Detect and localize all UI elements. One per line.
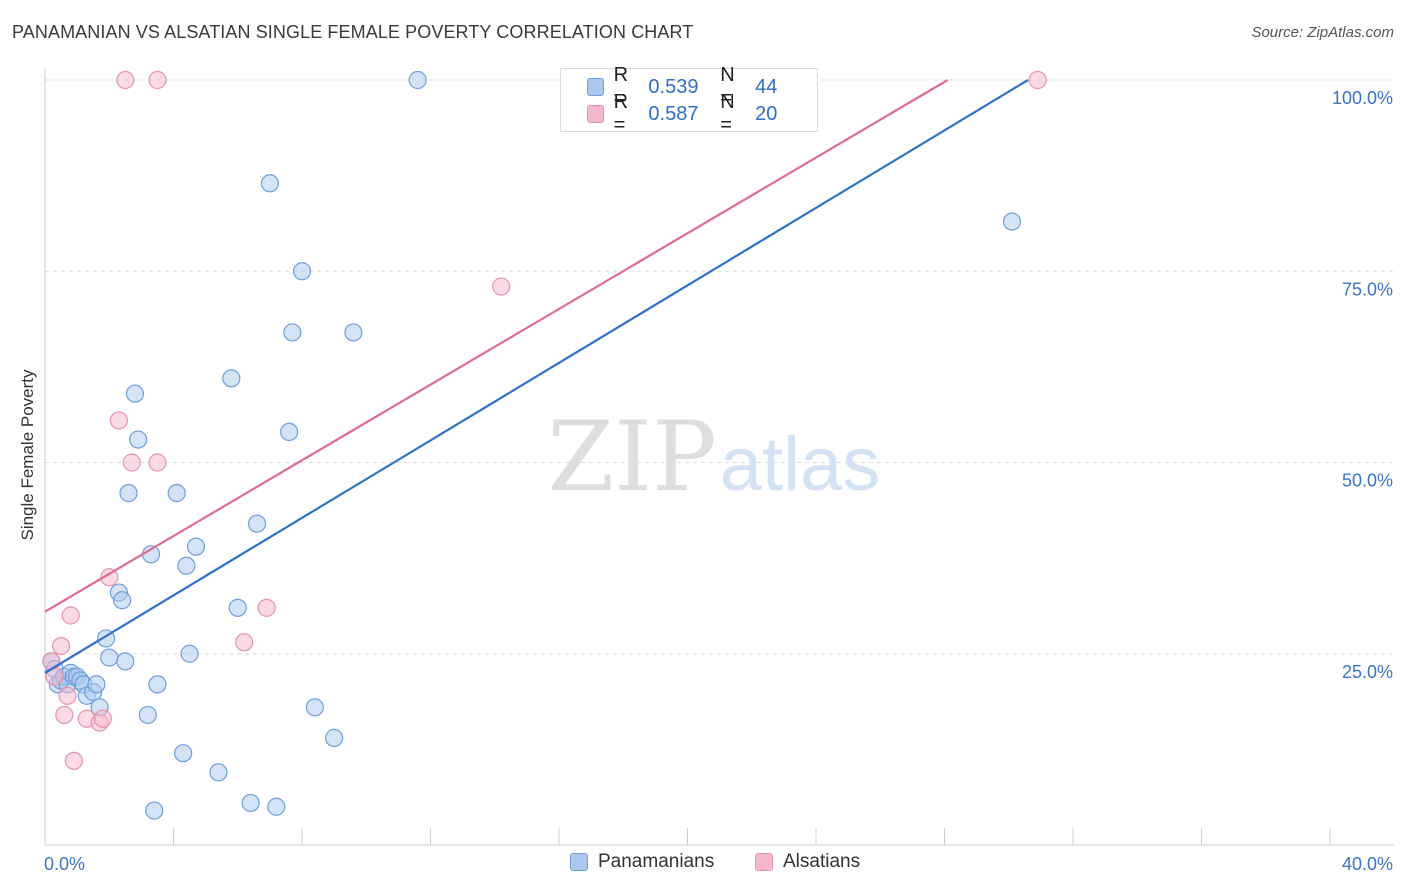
- gridlines: [45, 79, 1394, 655]
- data-point-alsatians: [492, 277, 511, 296]
- legend-n-value: 44: [755, 75, 778, 98]
- data-point-panamanians: [283, 323, 302, 342]
- data-point-alsatians: [235, 633, 254, 652]
- legend-n-label: N =: [720, 64, 735, 109]
- data-point-alsatians: [148, 453, 167, 472]
- data-point-panamanians: [180, 644, 199, 663]
- legend-row-panamanians: R = 0.539 N = 44: [587, 64, 817, 109]
- data-point-panamanians: [148, 675, 167, 694]
- zipatlas-watermark: ZIP atlas: [547, 401, 880, 513]
- trend-line-panamanians: [44, 79, 1029, 674]
- y-tick-label: 100.0%: [1332, 88, 1393, 108]
- data-point-alsatians: [257, 598, 276, 617]
- data-point-panamanians: [1002, 212, 1022, 231]
- series-swatch-blue: [570, 853, 588, 871]
- data-point-panamanians: [222, 369, 241, 388]
- data-point-panamanians: [87, 675, 106, 694]
- data-point-panamanians: [344, 323, 363, 342]
- data-point-panamanians: [100, 648, 119, 667]
- data-point-panamanians: [186, 537, 206, 556]
- data-point-panamanians: [247, 514, 267, 533]
- data-point-alsatians: [148, 70, 167, 90]
- data-point-panamanians: [228, 598, 247, 617]
- x-tick-label: 0.0%: [44, 854, 85, 874]
- y-tick-label: 50.0%: [1342, 471, 1393, 491]
- y-tick-label: 25.0%: [1342, 662, 1393, 682]
- legend-r-value: 0.587: [648, 102, 699, 125]
- legend-r-value: 0.539: [648, 75, 699, 98]
- series-name: Panamanians: [598, 851, 715, 872]
- trend-line-alsatians: [44, 79, 949, 613]
- legend-r-label: R =: [613, 91, 629, 136]
- legend-swatch-pink: [587, 105, 604, 123]
- data-point-panamanians: [125, 384, 145, 403]
- series-legend-panamanians: Panamanians: [570, 851, 714, 873]
- data-point-alsatians: [55, 705, 74, 725]
- data-point-alsatians: [109, 411, 128, 430]
- data-point-panamanians: [174, 744, 193, 763]
- series-name: Alsatians: [783, 851, 861, 872]
- watermark-zip: ZIP: [547, 401, 716, 513]
- data-point-panamanians: [119, 484, 138, 503]
- data-point-panamanians: [292, 262, 312, 281]
- data-point-panamanians: [116, 652, 135, 671]
- tick-labels: 25.0% 50.0% 75.0% 100.0% 0.0% 40.0%: [44, 88, 1393, 874]
- data-point-alsatians: [100, 568, 119, 587]
- axes: [44, 68, 1394, 846]
- chart-title: PANAMANIAN VS ALSATIAN SINGLE FEMALE POV…: [12, 22, 694, 42]
- legend-r-label: R =: [613, 64, 629, 109]
- trend-lines: [44, 79, 1029, 674]
- data-point-panamanians: [325, 728, 344, 748]
- data-point-panamanians: [129, 430, 148, 449]
- watermark-atlas: atlas: [720, 422, 881, 507]
- data-point-panamanians: [138, 705, 157, 725]
- legend-n-value: 20: [755, 102, 778, 125]
- data-point-panamanians: [408, 70, 427, 90]
- data-point-alsatians: [122, 453, 141, 472]
- x-tick-label: 40.0%: [1342, 854, 1393, 874]
- data-point-alsatians: [1028, 70, 1047, 90]
- series-swatch-pink: [755, 853, 773, 871]
- data-point-panamanians: [305, 698, 324, 717]
- data-point-panamanians: [280, 422, 299, 441]
- data-point-alsatians: [58, 686, 77, 705]
- data-point-panamanians: [241, 793, 260, 813]
- data-points: [42, 70, 1047, 820]
- data-point-panamanians: [167, 484, 186, 503]
- data-point-alsatians: [64, 751, 84, 770]
- correlation-legend: R = 0.539 N = 44 R = 0.587 N = 20: [560, 64, 818, 136]
- data-point-panamanians: [267, 797, 286, 816]
- data-point-alsatians: [51, 636, 71, 656]
- y-tick-label: 75.0%: [1342, 279, 1393, 299]
- data-point-alsatians: [61, 606, 80, 625]
- data-point-alsatians: [116, 70, 135, 90]
- series-legend-alsatians: Alsatians: [755, 851, 860, 873]
- legend-swatch-blue: [587, 78, 604, 96]
- legend-row-alsatians: R = 0.587 N = 20: [587, 91, 817, 136]
- data-point-alsatians: [42, 652, 61, 671]
- data-point-panamanians: [177, 556, 196, 575]
- data-point-panamanians: [209, 763, 228, 782]
- legend-n-label: N =: [720, 91, 735, 136]
- data-point-panamanians: [260, 174, 279, 193]
- data-point-panamanians: [112, 591, 132, 610]
- data-point-alsatians: [93, 709, 112, 728]
- data-point-panamanians: [145, 801, 164, 820]
- source-credit: Source: ZipAtlas.com: [1251, 24, 1394, 41]
